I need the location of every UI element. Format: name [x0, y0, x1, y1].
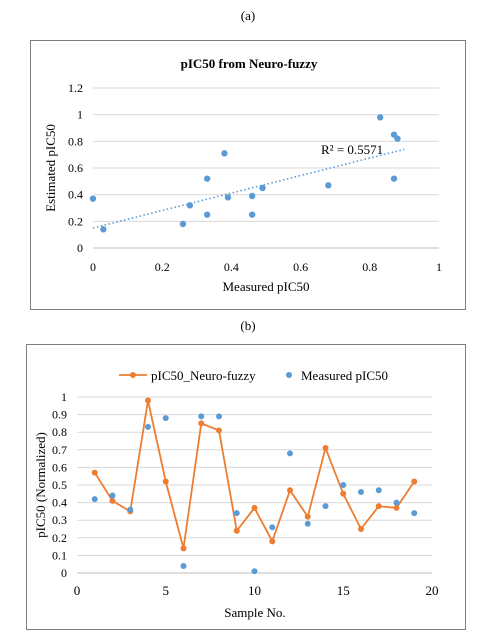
series-neuro-fuzzy-marker	[375, 503, 382, 510]
series-neuro-fuzzy-line	[93, 400, 415, 549]
series-neuro-fuzzy-marker	[180, 545, 187, 552]
series-neuro-fuzzy-marker	[216, 427, 222, 434]
chart-b-y-axis-label: pIC50 (Normalized)	[33, 432, 48, 538]
series-measured-marker	[411, 510, 418, 517]
chart-a-ytick-label: 0.2	[68, 214, 83, 228]
series-measured-marker	[393, 499, 400, 506]
chart-b-ytick-label: 0	[61, 566, 67, 580]
chart-a-point	[179, 220, 187, 228]
series-neuro-fuzzy-marker	[109, 497, 116, 504]
chart-b-ytick-label: 0.2	[52, 531, 67, 545]
chart-a-ytick-label: 0.4	[68, 188, 83, 202]
chart-a-title: pIC50 from Neuro-fuzzy	[181, 56, 318, 71]
chart-a-xtick-label: 0.8	[362, 260, 377, 274]
series-measured-marker	[322, 503, 329, 510]
series-neuro-fuzzy-marker	[393, 504, 400, 511]
chart-a-point	[224, 194, 232, 201]
series-measured-marker	[198, 413, 205, 420]
chart-a-ytick-label: 1.2	[68, 81, 83, 95]
chart-b-xtick-label: 5	[163, 583, 170, 598]
panel-a-label: (a)	[240, 8, 256, 23]
chart-b-ytick-label: 0.5	[52, 478, 67, 492]
series-measured-marker	[233, 510, 240, 517]
series-measured-marker	[358, 489, 364, 496]
chart-a-ytick-label: 0.8	[68, 134, 83, 148]
series-measured-marker	[375, 487, 382, 494]
series-measured-marker	[180, 562, 187, 569]
series-neuro-fuzzy-marker	[198, 420, 205, 427]
legend-measured-label: Measured pIC50	[301, 368, 388, 383]
chart-a-xtick-label: 0	[90, 260, 96, 274]
series-measured-marker	[91, 496, 98, 503]
chart-a-point	[100, 226, 107, 233]
chart-a-ytick-label: 0	[77, 241, 83, 255]
series-measured-marker	[162, 415, 169, 422]
chart-a-xtick-label: 0.4	[224, 260, 239, 274]
chart-a-ytick-label: 1	[77, 108, 83, 122]
chart-a-x-axis-label: Measured pIC50	[222, 279, 309, 294]
legend-neuro-fuzzy-swatch-marker	[130, 372, 136, 378]
chart-b-xtick-label: 10	[248, 583, 261, 598]
chart-b-ytick-label: 1	[61, 390, 67, 404]
chart-b-ytick-label: 0.7	[52, 443, 67, 457]
series-neuro-fuzzy-marker	[322, 445, 329, 452]
series-neuro-fuzzy-marker	[340, 490, 347, 497]
series-neuro-fuzzy-marker	[304, 513, 311, 520]
chart-a-ytick-label: 0.6	[68, 161, 83, 175]
series-neuro-fuzzy-marker	[91, 469, 98, 476]
series-measured-marker	[340, 482, 347, 488]
chart-b-ytick-label: 0.6	[52, 460, 67, 474]
series-neuro-fuzzy-marker	[358, 526, 364, 532]
series-measured-marker	[145, 423, 151, 430]
chart-a-point	[203, 175, 211, 182]
series-measured-marker	[127, 506, 134, 513]
series-measured-marker	[109, 492, 116, 499]
chart-a-point	[203, 211, 211, 218]
series-measured-marker	[304, 520, 311, 527]
chart-a-frame: pIC50 from Neuro-fuzzy 0 0.2 0.4 0.6 0.8 1 1.2 0…	[30, 40, 466, 310]
chart-b-x-axis-label: Sample No.	[224, 605, 285, 620]
chart-a-point	[221, 150, 228, 157]
series-measured-marker	[216, 413, 222, 420]
series-measured-marker	[251, 568, 258, 575]
series-neuro-fuzzy-marker	[233, 527, 240, 534]
chart-b-ytick-label: 0.1	[52, 548, 67, 562]
chart-a-xtick-label: 1	[436, 260, 442, 274]
chart-a-xtick-label: 0.2	[155, 260, 170, 274]
chart-a-point	[186, 202, 194, 209]
legend-measured-swatch-marker	[286, 372, 292, 378]
series-neuro-fuzzy-marker	[251, 504, 258, 511]
chart-b-xtick-label: 0	[74, 583, 81, 598]
chart-a-point	[325, 182, 332, 189]
chart-b-frame: 0 0.1 0.2 0.3 0.4 0.5 0.6 0.7 0.8 0.9 1 0 5 10 15 20 pIC…	[26, 344, 466, 630]
panel-b-label: (b)	[240, 318, 256, 333]
series-neuro-fuzzy-marker	[162, 478, 169, 485]
chart-b-xtick-label: 20	[426, 583, 439, 598]
chart-a-xtick-label: 0.6	[293, 260, 308, 274]
chart-b-ytick-label: 0.4	[52, 496, 67, 510]
series-neuro-fuzzy-marker	[145, 397, 151, 404]
chart-a-point	[248, 211, 256, 218]
chart-a-point	[376, 114, 384, 121]
chart-b-ytick-label: 0.8	[52, 425, 67, 439]
series-measured-marker	[269, 524, 276, 531]
chart-a-svg: pIC50 from Neuro-fuzzy 0 0.2 0.4 0.6 0.8 1 1.2 0…	[43, 56, 442, 294]
chart-a-y-axis-label: Estimated pIC50	[43, 124, 58, 212]
series-neuro-fuzzy-marker	[269, 538, 276, 545]
chart-a-point	[390, 175, 398, 182]
chart-b-ytick-label: 0.3	[52, 513, 67, 527]
series-neuro-fuzzy-marker	[287, 487, 293, 494]
chart-a-trendline	[92, 148, 405, 229]
chart-a-point	[394, 135, 401, 142]
chart-a-point	[259, 184, 266, 192]
chart-b-xtick-label: 15	[337, 583, 350, 598]
series-neuro-fuzzy-marker	[411, 478, 418, 485]
chart-b-svg: 00.10.20.30.40.50.60.70.80.910 5 10 15 20pIC…	[33, 368, 439, 620]
chart-a-point	[89, 195, 97, 202]
chart-a-point	[248, 192, 256, 200]
legend-neuro-fuzzy-label: pIC50_Neuro-fuzzy	[151, 368, 256, 383]
chart-a-r2-annotation: R² = 0.5571	[321, 142, 383, 157]
chart-b-ytick-label: 0.9	[52, 408, 67, 422]
series-measured-marker	[287, 450, 293, 457]
